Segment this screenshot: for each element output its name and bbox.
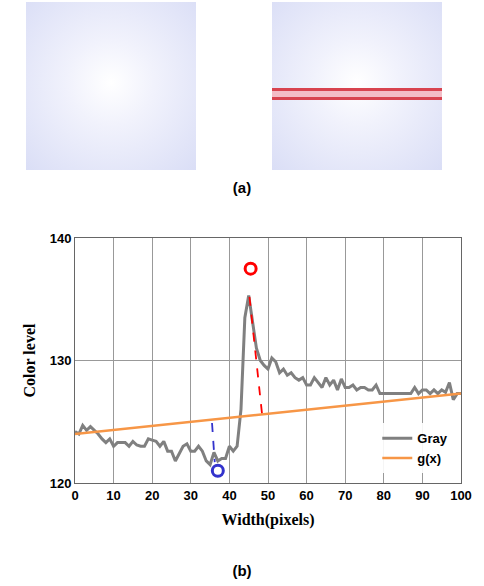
svg-text:Gray: Gray (417, 431, 447, 446)
svg-text:10: 10 (106, 488, 120, 503)
svg-text:Width(pixels): Width(pixels) (221, 511, 314, 529)
svg-text:Color level: Color level (21, 323, 38, 397)
svg-text:50: 50 (261, 488, 275, 503)
html-text:(a): (a) (232, 179, 252, 196)
svg-text:0: 0 (71, 488, 78, 503)
svg-text:40: 40 (222, 488, 236, 503)
svg-text:70: 70 (338, 488, 352, 503)
svg-text:140: 140 (50, 231, 72, 246)
html-text:(b): (b) (232, 562, 252, 579)
svg-text:80: 80 (377, 488, 391, 503)
svg-text:20: 20 (145, 488, 159, 503)
svg-text:120: 120 (50, 476, 72, 491)
svg-text:100: 100 (450, 488, 472, 503)
svg-text:30: 30 (184, 488, 198, 503)
svg-text:60: 60 (299, 488, 313, 503)
svg-text:130: 130 (50, 353, 72, 368)
svg-text:g(x): g(x) (417, 451, 441, 466)
svg-text:90: 90 (415, 488, 429, 503)
